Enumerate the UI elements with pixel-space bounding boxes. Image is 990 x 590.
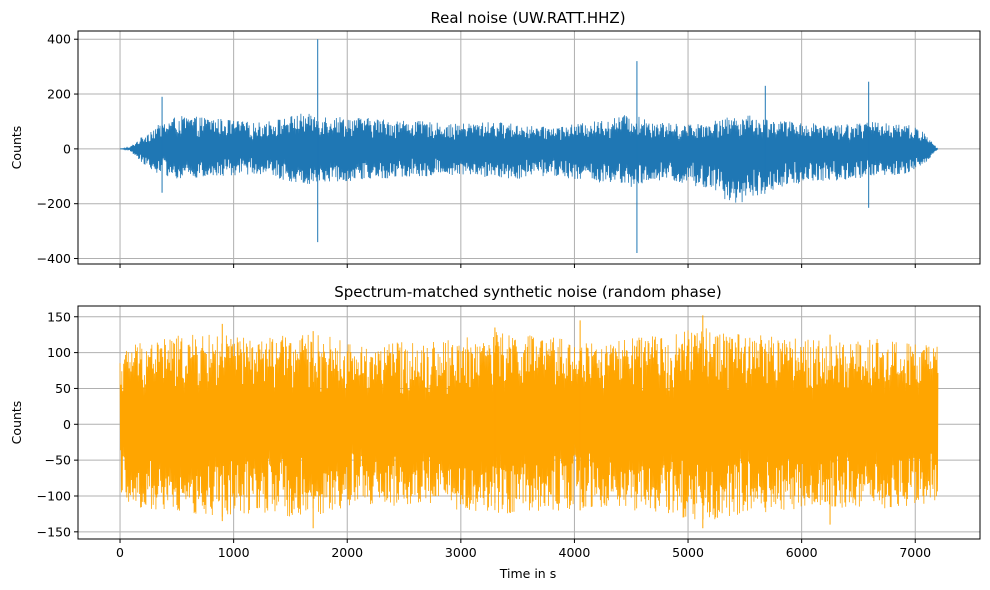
x-tick-label: 4000 [559,545,591,560]
panel-real-noise: Real noise (UW.RATT.HHZ) −400 −200 0 200 400… [9,9,981,268]
y-tick-label: −50 [45,453,71,468]
series-line [119,113,939,203]
axes-frame [77,30,981,265]
y-tick-label: −150 [37,524,71,539]
y-tick-label: 100 [47,345,71,360]
ticks: −400 −200 0 200 400 [37,32,916,268]
y-axis-label: Counts [9,401,24,445]
x-tick-label: 3000 [445,545,477,560]
axes-frame [77,305,981,540]
x-axis-label: Time in s [499,566,556,581]
x-tick-label: 0 [116,545,124,560]
x-tick-label: 2000 [331,545,363,560]
y-tick-label: −100 [37,488,71,503]
panel-synthetic-noise: Spectrum-matched synthetic noise (random… [9,283,981,581]
y-axis-label: Counts [9,126,24,170]
y-tick-label: 0 [63,141,71,156]
y-tick-label: 50 [55,381,71,396]
waveform-trace [119,39,939,254]
y-tick-label: −200 [37,196,71,211]
y-tick-label: 400 [47,32,71,47]
y-tick-label: 200 [47,87,71,102]
x-tick-label: 7000 [899,545,931,560]
ticks: 0 1000 2000 3000 4000 5000 6000 7000−150−100−50… [37,309,932,560]
y-tick-label: 0 [63,417,71,432]
y-tick-label: −400 [37,251,71,266]
chart-title: Real noise (UW.RATT.HHZ) [430,9,625,27]
y-tick-label: 150 [47,309,71,324]
chart-title: Spectrum-matched synthetic noise (random… [334,283,722,301]
x-tick-label: 1000 [218,545,250,560]
x-tick-label: 5000 [672,545,704,560]
x-tick-label: 6000 [786,545,818,560]
series-line [119,328,939,520]
waveform-trace [119,315,939,529]
